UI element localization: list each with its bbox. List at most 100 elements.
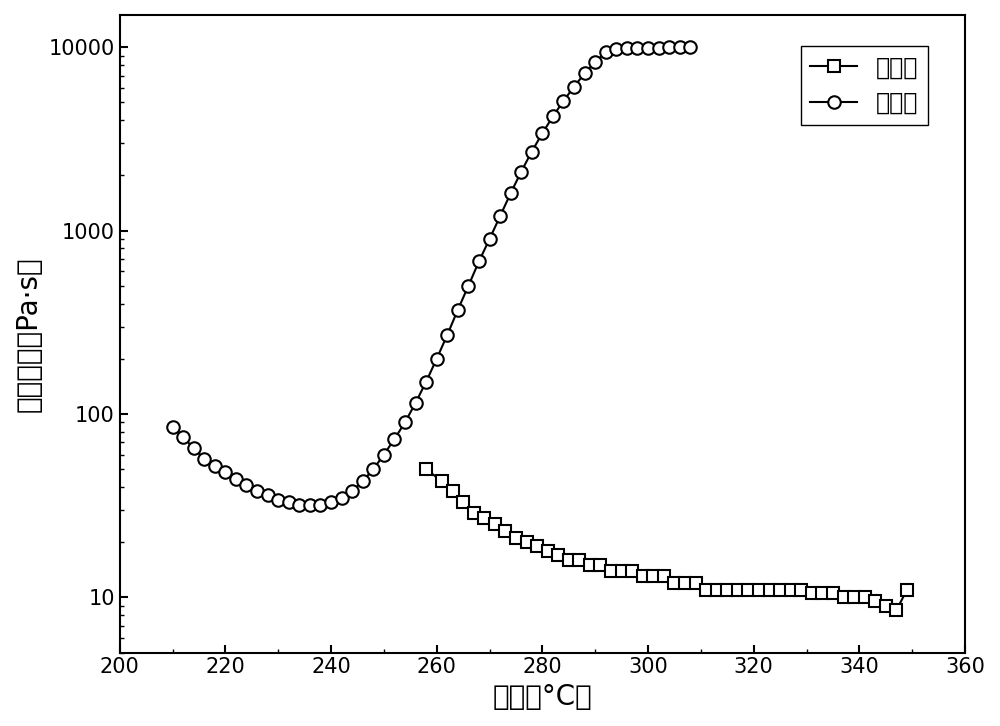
对比例 bbox=[658, 572, 670, 581]
实施例 bbox=[209, 462, 221, 470]
对比例 bbox=[436, 477, 448, 486]
实施例 bbox=[684, 43, 696, 52]
对比例 bbox=[890, 606, 902, 615]
实施例 bbox=[325, 498, 337, 507]
实施例 bbox=[230, 475, 242, 484]
实施例 bbox=[515, 167, 527, 176]
实施例 bbox=[399, 418, 411, 427]
对比例 bbox=[478, 514, 490, 523]
实施例 bbox=[462, 282, 474, 290]
对比例 bbox=[605, 566, 617, 575]
实施例 bbox=[431, 354, 443, 363]
实施例 bbox=[505, 189, 517, 197]
实施例 bbox=[494, 212, 506, 221]
实施例 bbox=[484, 234, 496, 243]
对比例 bbox=[753, 585, 765, 594]
对比例 bbox=[721, 585, 733, 594]
Line: 对比例: 对比例 bbox=[420, 463, 913, 616]
Line: 实施例: 实施例 bbox=[166, 41, 697, 511]
对比例 bbox=[869, 597, 881, 605]
实施例 bbox=[388, 435, 400, 444]
实施例 bbox=[357, 477, 369, 486]
实施例 bbox=[631, 44, 643, 52]
对比例 bbox=[795, 585, 807, 594]
实施例 bbox=[547, 112, 559, 121]
实施例 bbox=[314, 500, 326, 509]
实施例 bbox=[240, 481, 252, 489]
对比例 bbox=[457, 498, 469, 507]
实施例 bbox=[420, 378, 432, 386]
实施例 bbox=[177, 433, 189, 441]
对比例 bbox=[626, 566, 638, 575]
实施例 bbox=[304, 500, 316, 509]
实施例 bbox=[251, 486, 263, 495]
对比例 bbox=[880, 601, 892, 610]
实施例 bbox=[663, 43, 675, 52]
对比例 bbox=[584, 560, 596, 569]
对比例 bbox=[616, 566, 628, 575]
实施例 bbox=[441, 330, 453, 339]
实施例 bbox=[642, 44, 654, 52]
实施例 bbox=[473, 257, 485, 266]
对比例 bbox=[679, 579, 691, 587]
对比例 bbox=[827, 589, 839, 597]
对比例 bbox=[447, 486, 459, 495]
实施例 bbox=[452, 306, 464, 314]
实施例 bbox=[621, 44, 633, 52]
实施例 bbox=[589, 58, 601, 67]
对比例 bbox=[838, 593, 850, 602]
对比例 bbox=[816, 589, 828, 597]
实施例 bbox=[526, 147, 538, 156]
对比例 bbox=[489, 520, 501, 529]
Y-axis label: 复数粘度（Pa·s）: 复数粘度（Pa·s） bbox=[15, 256, 43, 412]
Legend: 对比例, 实施例: 对比例, 实施例 bbox=[801, 46, 928, 125]
对比例 bbox=[573, 555, 585, 564]
实施例 bbox=[536, 129, 548, 137]
对比例 bbox=[468, 508, 480, 517]
实施例 bbox=[367, 465, 379, 473]
对比例 bbox=[806, 589, 818, 597]
对比例 bbox=[420, 465, 432, 473]
对比例 bbox=[764, 585, 776, 594]
实施例 bbox=[557, 97, 569, 105]
对比例 bbox=[785, 585, 797, 594]
实施例 bbox=[198, 454, 210, 463]
实施例 bbox=[579, 69, 591, 78]
对比例 bbox=[732, 585, 744, 594]
实施例 bbox=[378, 450, 390, 459]
实施例 bbox=[346, 486, 358, 495]
实施例 bbox=[600, 48, 612, 57]
实施例 bbox=[293, 500, 305, 509]
实施例 bbox=[410, 399, 422, 407]
实施例 bbox=[283, 498, 295, 507]
实施例 bbox=[188, 444, 200, 453]
对比例 bbox=[901, 585, 913, 594]
对比例 bbox=[637, 572, 649, 581]
实施例 bbox=[653, 43, 665, 52]
对比例 bbox=[521, 538, 533, 547]
实施例 bbox=[272, 496, 284, 505]
对比例 bbox=[510, 534, 522, 542]
实施例 bbox=[336, 493, 348, 502]
对比例 bbox=[552, 551, 564, 560]
对比例 bbox=[647, 572, 659, 581]
对比例 bbox=[499, 526, 511, 535]
对比例 bbox=[711, 585, 723, 594]
实施例 bbox=[610, 44, 622, 53]
对比例 bbox=[594, 560, 606, 569]
对比例 bbox=[563, 555, 575, 564]
实施例 bbox=[262, 491, 274, 499]
对比例 bbox=[542, 546, 554, 555]
对比例 bbox=[859, 593, 871, 602]
对比例 bbox=[690, 579, 702, 587]
对比例 bbox=[742, 585, 754, 594]
对比例 bbox=[668, 579, 680, 587]
实施例 bbox=[219, 468, 231, 477]
对比例 bbox=[531, 542, 543, 550]
X-axis label: 温度（°C）: 温度（°C） bbox=[492, 683, 592, 711]
对比例 bbox=[774, 585, 786, 594]
实施例 bbox=[167, 423, 179, 431]
对比例 bbox=[700, 585, 712, 594]
实施例 bbox=[568, 82, 580, 91]
实施例 bbox=[674, 43, 686, 52]
